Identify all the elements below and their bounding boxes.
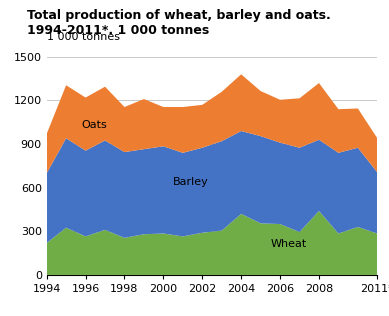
Text: Barley: Barley	[173, 177, 209, 187]
Text: 1 000 tonnes: 1 000 tonnes	[47, 32, 120, 42]
Text: Wheat: Wheat	[270, 239, 307, 249]
Text: Total production of wheat, barley and oats. 1994-2011*. 1 000 tonnes: Total production of wheat, barley and oa…	[27, 9, 331, 38]
Text: Oats: Oats	[82, 120, 107, 130]
